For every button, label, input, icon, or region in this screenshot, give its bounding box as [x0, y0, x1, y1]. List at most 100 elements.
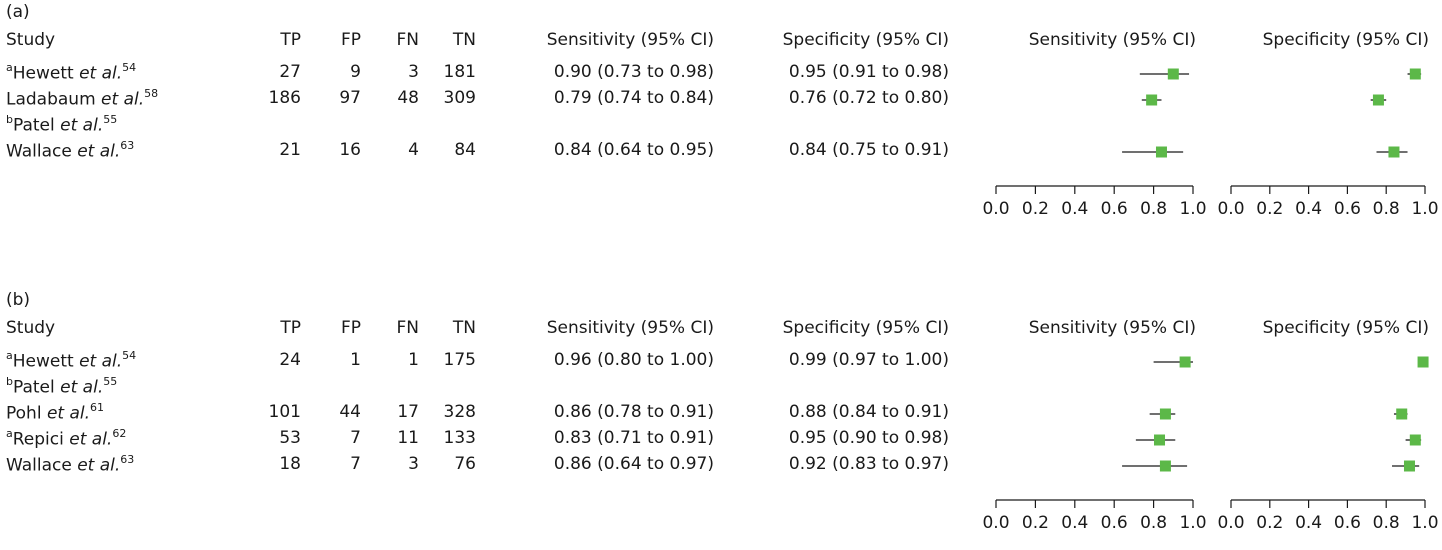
study-author: Hewett: [12, 351, 74, 372]
tp-value: 186: [268, 88, 301, 108]
tn-value: 175: [443, 350, 476, 370]
spec-point-marker: [1396, 408, 1408, 420]
study-author: Wallace: [6, 141, 72, 162]
forest-plot-svg: 0.0 0.2 0.4 0.6 0.8 1.0 0.0 0.2 0.4 0.6 0.8 1.0: [982, 356, 1439, 533]
header-fp: FP: [340, 30, 361, 50]
header-sensitivity: Sensitivity (95% CI): [546, 318, 714, 338]
spec-tick-label: 0.4: [1295, 513, 1322, 533]
study-etal: et al.: [101, 89, 145, 110]
study-etal: et al.: [46, 403, 91, 424]
sensitivity-ci: 0.84 (0.64 to 0.95): [553, 140, 714, 160]
header-specificity: Specificity (95% CI): [782, 318, 949, 338]
header-tn: TN: [452, 30, 476, 50]
study-prefix: a: [6, 61, 13, 74]
sens-tick-label: 0.6: [1101, 513, 1128, 533]
sens-tick-label: 0.8: [1140, 513, 1167, 533]
header-fn: FN: [396, 318, 420, 338]
spec-tick-label: 0.8: [1373, 513, 1400, 533]
study-ref: 55: [103, 375, 118, 388]
sensitivity-ci: 0.90 (0.73 to 0.98): [553, 62, 714, 82]
fn-value: 4: [408, 140, 419, 160]
forest-panel-a: (a) Study TP FP FN TN Sensitivity (95% CI) Spec…: [0, 2, 1442, 236]
fn-value: 3: [408, 454, 419, 474]
tp-value: 27: [279, 62, 301, 82]
header-sensitivity-plot: Sensitivity (95% CI): [1028, 30, 1196, 50]
spec-tick-label: 0.0: [1217, 199, 1244, 219]
study-name: Wallace et al.63: [6, 139, 135, 162]
sens-point-marker: [1159, 460, 1171, 472]
study-etal: et al.: [69, 429, 113, 450]
spec-point-marker: [1417, 356, 1429, 368]
study-name: aHewett et al.54: [6, 349, 136, 372]
tn-value: 181: [443, 62, 476, 82]
spec-tick-label: 0.8: [1373, 199, 1400, 219]
header-specificity-plot: Specificity (95% CI): [1262, 30, 1429, 50]
spec-point-marker: [1409, 434, 1421, 446]
spec-tick-label: 0.2: [1256, 513, 1283, 533]
sensitivity-ci: 0.79 (0.74 to 0.84): [553, 88, 714, 108]
specificity-ci: 0.95 (0.91 to 0.98): [788, 62, 949, 82]
study-author: Repici: [12, 429, 64, 450]
spec-point-marker: [1388, 146, 1400, 158]
spec-tick-label: 0.4: [1295, 199, 1322, 219]
sens-tick-label: 0.2: [1022, 199, 1049, 219]
spec-point-marker: [1409, 68, 1421, 80]
header-fp: FP: [340, 318, 361, 338]
sensitivity-ci: 0.86 (0.64 to 0.97): [553, 454, 714, 474]
fp-value: 1: [350, 350, 361, 370]
sens-tick-label: 0.2: [1022, 513, 1049, 533]
study-author: Pohl: [6, 403, 42, 424]
header-study: Study: [6, 318, 56, 338]
study-name: Ladabaum et al.58: [6, 87, 158, 110]
study-name: Wallace et al.63: [6, 453, 134, 476]
study-etal: et al.: [79, 351, 123, 372]
study-name: Pohl et al.61: [6, 401, 104, 424]
study-ref: 63: [120, 139, 135, 152]
study-name: bPatel et al.55: [6, 113, 118, 136]
tp-value: 101: [268, 402, 301, 422]
sens-tick-label: 0.0: [982, 513, 1009, 533]
study-prefix: a: [6, 349, 13, 362]
fp-value: 97: [339, 88, 361, 108]
study-etal: et al.: [79, 63, 123, 84]
spec-tick-label: 0.6: [1334, 513, 1361, 533]
study-name: aHewett et al.54: [6, 61, 137, 84]
sens-point-marker: [1155, 146, 1167, 158]
tn-value: 76: [454, 454, 476, 474]
spec-point-marker: [1403, 460, 1415, 472]
panel-label: (b): [6, 290, 31, 310]
forest-panel-b: (b) Study TP FP FN TN Sensitivity (95% CI) Spec…: [0, 290, 1442, 550]
sens-tick-label: 0.8: [1140, 199, 1167, 219]
spec-tick-label: 0.2: [1256, 199, 1283, 219]
study-author: Patel: [12, 377, 55, 398]
sens-point-marker: [1179, 356, 1191, 368]
study-prefix: a: [6, 427, 13, 440]
sensitivity-ci: 0.96 (0.80 to 1.00): [553, 350, 714, 370]
study-author: Ladabaum: [6, 89, 96, 110]
specificity-ci: 0.92 (0.83 to 0.97): [788, 454, 949, 474]
fp-value: 9: [350, 62, 361, 82]
fp-value: 16: [339, 140, 361, 160]
tn-value: 309: [443, 88, 476, 108]
study-ref: 55: [103, 113, 118, 126]
sens-tick-label: 1.0: [1179, 199, 1206, 219]
specificity-ci: 0.88 (0.84 to 0.91): [788, 402, 949, 422]
study-author: Wallace: [6, 455, 72, 476]
study-name: bPatel et al.55: [6, 375, 118, 398]
header-sensitivity: Sensitivity (95% CI): [546, 30, 714, 50]
header-specificity: Specificity (95% CI): [782, 30, 949, 50]
spec-point-marker: [1372, 94, 1384, 106]
sens-tick-label: 0.6: [1101, 199, 1128, 219]
tp-value: 18: [279, 454, 301, 474]
sens-tick-label: 0.0: [982, 199, 1009, 219]
specificity-ci: 0.76 (0.72 to 0.80): [788, 88, 949, 108]
study-ref: 54: [122, 61, 137, 74]
sens-tick-label: 0.4: [1061, 513, 1088, 533]
sens-point-marker: [1167, 68, 1179, 80]
specificity-ci: 0.95 (0.90 to 0.98): [788, 428, 949, 448]
sens-point-marker: [1154, 434, 1166, 446]
study-prefix: b: [6, 375, 13, 388]
panel-label: (a): [6, 2, 30, 22]
study-etal: et al.: [77, 141, 121, 162]
tp-value: 53: [279, 428, 301, 448]
